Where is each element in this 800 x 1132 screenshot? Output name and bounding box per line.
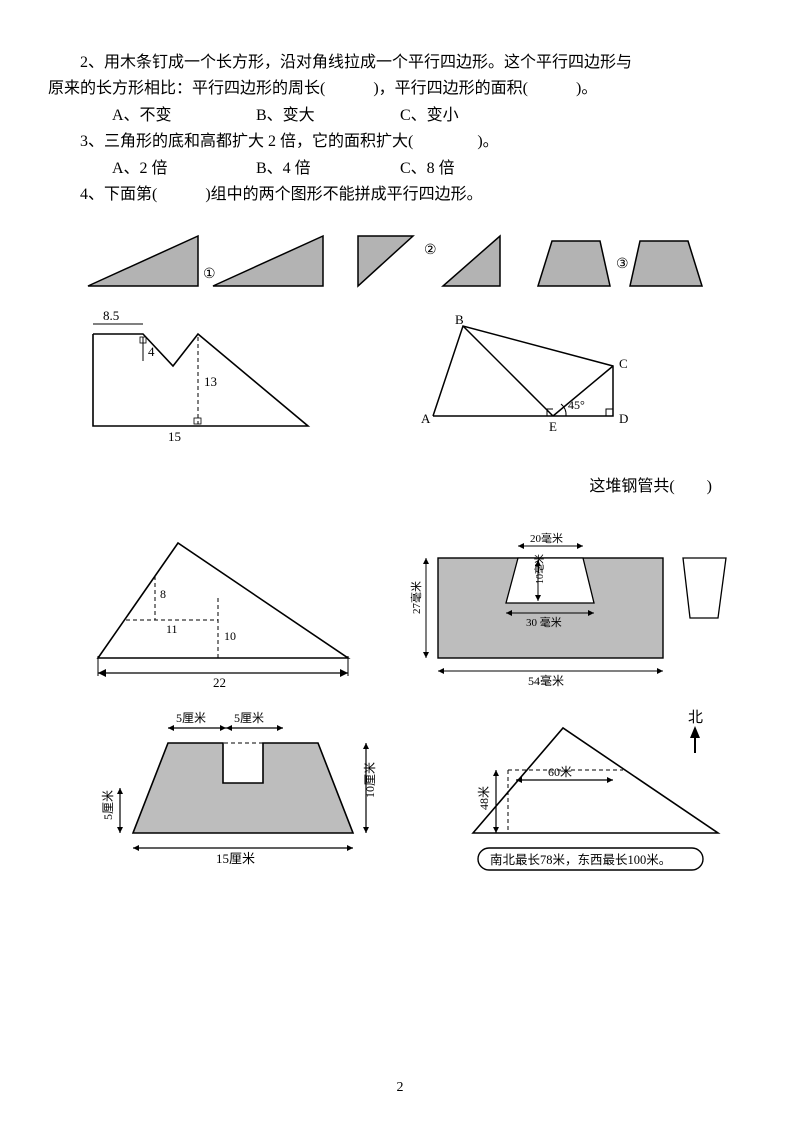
q2-optC: C、变小 — [368, 103, 508, 129]
land-48: 48米 — [477, 786, 491, 810]
q3-optB: B、4 倍 — [224, 156, 364, 182]
group2: ② — [358, 236, 500, 286]
triangle-bced: 45° B C A E D — [421, 312, 628, 434]
lbl-E: E — [549, 419, 557, 434]
q3-optC: C、8 倍 — [368, 156, 508, 182]
lbl-A: A — [421, 411, 431, 426]
trapezoid-notch: 8.5 4 13 15 — [93, 308, 308, 444]
row-diagrams-3: 8 11 10 22 20毫米 — [48, 528, 752, 698]
steel-text: 这堆钢管共( ) — [48, 474, 752, 500]
triangle-22: 8 11 10 22 — [98, 543, 348, 690]
q2-options: A、不变 B、变大 C、变小 — [48, 103, 752, 129]
q4-shapes-row: ① ② ③ — [48, 216, 752, 306]
tri-11: 11 — [166, 622, 178, 636]
q2-optB: B、变大 — [224, 103, 364, 129]
lbl-B: B — [455, 312, 464, 327]
angle-45: 45° — [568, 398, 585, 412]
house-5b: 5厘米 — [234, 711, 264, 725]
rt-27: 27毫米 — [409, 581, 423, 614]
row3-svg: 8 11 10 22 20毫米 — [48, 528, 748, 698]
tri-10: 10 — [224, 629, 236, 643]
q4-line: 4、下面第( )组中的两个图形不能拼成平行四边形。 — [48, 182, 752, 208]
rt-30: 30 毫米 — [526, 615, 562, 629]
house-5left: 5厘米 — [101, 790, 115, 820]
q3-optA: A、2 倍 — [80, 156, 220, 182]
row-diagrams-4: 5厘米 5厘米 10厘米 5厘米 15厘米 — [48, 698, 752, 898]
circle3-icon: ③ — [616, 257, 629, 272]
trapz-top: 8.5 — [103, 308, 119, 323]
tri-8: 8 — [160, 587, 166, 601]
circle2-icon: ② — [424, 243, 437, 258]
row-diagrams-2: 8.5 4 13 15 45° B C A E D — [48, 306, 752, 446]
rt-54: 54毫米 — [528, 673, 564, 688]
group3: ③ — [538, 241, 702, 286]
lbl-C: C — [619, 356, 628, 371]
q2-optA: A、不变 — [80, 103, 220, 129]
q2-line1: 2、用木条钉成一个长方形，沿对角线拉成一个平行四边形。这个平行四边形与 — [48, 50, 752, 76]
land-shape: 北 48米 60米 南北最长78米，东西最长1 — [473, 709, 718, 870]
house-shape: 5厘米 5厘米 10厘米 5厘米 15厘米 — [101, 711, 377, 866]
trapz-4: 4 — [148, 344, 155, 359]
row4-svg: 5厘米 5厘米 10厘米 5厘米 15厘米 — [48, 698, 748, 898]
lbl-D: D — [619, 411, 628, 426]
row2-svg: 8.5 4 13 15 45° B C A E D — [48, 306, 748, 446]
rt-20: 20毫米 — [530, 531, 563, 545]
page-number: 2 — [0, 1080, 800, 1096]
q2-line2: 原来的长方形相比：平行四边形的周长( )，平行四边形的面积( )。 — [48, 76, 752, 102]
rect-trap: 20毫米 10毫米 30 毫米 27毫米 54毫 — [409, 531, 726, 688]
house-15: 15厘米 — [216, 851, 255, 866]
q3-options: A、2 倍 B、4 倍 C、8 倍 — [48, 156, 752, 182]
north-label: 北 — [688, 709, 703, 726]
q3-line: 3、三角形的底和高都扩大 2 倍，它的面积扩大( )。 — [48, 129, 752, 155]
house-5a: 5厘米 — [176, 711, 206, 725]
q4-shapes-svg: ① ② ③ — [48, 216, 748, 306]
land-60: 60米 — [548, 765, 572, 779]
tri-22: 22 — [213, 675, 226, 690]
trapz-13: 13 — [204, 374, 217, 389]
page: 2、用木条钉成一个长方形，沿对角线拉成一个平行四边形。这个平行四边形与 原来的长… — [0, 0, 800, 898]
group1: ① — [88, 236, 323, 286]
rt-10h: 10毫米 — [533, 554, 546, 584]
trapz-15: 15 — [168, 429, 181, 444]
circle1-icon: ① — [203, 267, 216, 282]
land-caption: 南北最长78米，东西最长100米。 — [490, 852, 671, 867]
house-10: 10厘米 — [363, 762, 377, 798]
